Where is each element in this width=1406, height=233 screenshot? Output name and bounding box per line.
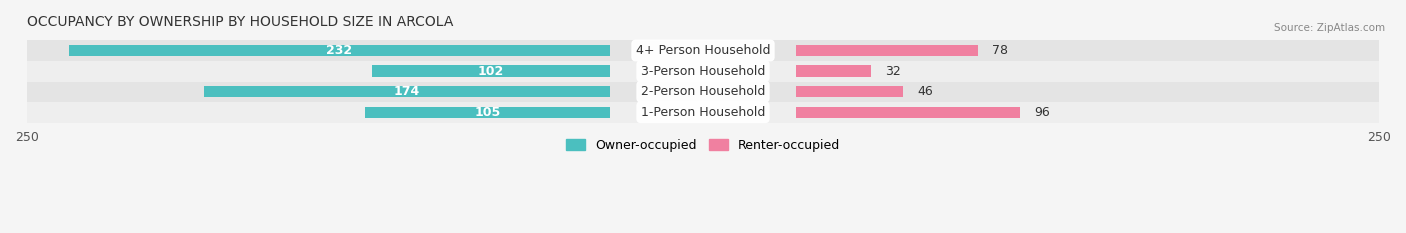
Bar (796, 65, 870, 77)
Bar (366, 106, 610, 118)
Text: 78: 78 (993, 44, 1008, 57)
Text: 102: 102 (478, 65, 503, 78)
Text: 46: 46 (918, 85, 934, 98)
Bar (69, 45, 610, 56)
Text: 3-Person Household: 3-Person Household (641, 65, 765, 78)
Text: 2-Person Household: 2-Person Household (641, 85, 765, 98)
Bar (27, 40, 1379, 61)
Text: 32: 32 (884, 65, 901, 78)
Text: 174: 174 (394, 85, 420, 98)
Text: 105: 105 (474, 106, 501, 119)
Text: OCCUPANCY BY OWNERSHIP BY HOUSEHOLD SIZE IN ARCOLA: OCCUPANCY BY OWNERSHIP BY HOUSEHOLD SIZE… (27, 15, 453, 29)
Bar (796, 106, 1019, 118)
Text: 232: 232 (326, 44, 353, 57)
Bar (796, 86, 904, 97)
Legend: Owner-occupied, Renter-occupied: Owner-occupied, Renter-occupied (561, 134, 845, 157)
Text: 4+ Person Household: 4+ Person Household (636, 44, 770, 57)
Text: 1-Person Household: 1-Person Household (641, 106, 765, 119)
Text: Source: ZipAtlas.com: Source: ZipAtlas.com (1274, 23, 1385, 33)
Bar (204, 86, 610, 97)
Text: 96: 96 (1033, 106, 1050, 119)
Bar (373, 65, 610, 77)
Bar (796, 45, 979, 56)
Bar (27, 61, 1379, 82)
Bar (27, 81, 1379, 102)
Bar (27, 102, 1379, 123)
